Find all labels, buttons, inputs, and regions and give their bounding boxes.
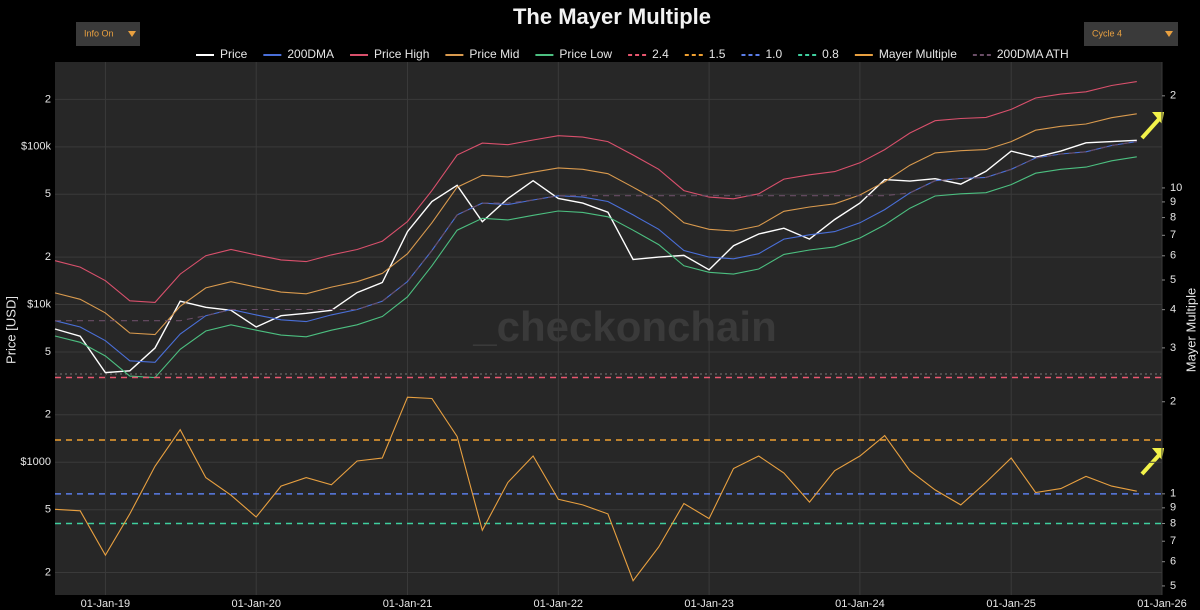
y2-tick-label: 5 [1170,274,1176,286]
legend-label: 200DMA ATH [997,47,1069,61]
legend-label: 200DMA [287,47,334,61]
x-tick-label: 01-Jan-23 [684,598,734,610]
x-tick-label: 01-Jan-21 [383,598,433,610]
legend-item: Price [196,47,248,61]
legend-label: Price Mid [469,47,519,61]
legend-label: Price Low [559,47,612,61]
y2-tick-label: 2 [1170,396,1176,408]
grid [55,62,1163,595]
dropdown-box[interactable] [1084,22,1178,46]
series-line [55,141,1137,322]
x-tick-label: 01-Jan-22 [534,598,584,610]
y-tick-label: 5 [45,504,51,516]
series-line [54,396,1137,582]
legend-item: 1.5 [684,47,726,61]
legend-label: 0.8 [822,47,839,61]
plot-area [55,62,1162,595]
x-tick-label: 01-Jan-19 [81,598,131,610]
legend-item: Price High [350,47,429,61]
x-tick-label: 01-Jan-26 [1137,598,1187,610]
arrow-shaft [1140,116,1162,140]
y2-tick-label: 1 [1170,488,1176,500]
y2-tick-label: 7 [1170,535,1176,547]
arrow-head [1152,112,1164,124]
y2-tick-label: 10 [1170,182,1182,194]
chart-title: The Mayer Multiple [513,4,711,29]
y-tick-label: 2 [45,566,51,578]
series-line [54,139,1137,374]
dropdown-arrow[interactable] [128,31,136,37]
legend-item: 0.8 [798,47,839,61]
arrow-shaft [1140,452,1162,476]
dropdown-label[interactable]: Info On [84,28,114,38]
legend-label: Mayer Multiple [879,47,957,61]
y2-tick-label: 6 [1170,250,1176,262]
y2-tick-label: 8 [1170,211,1176,223]
y2-tick-label: 6 [1170,556,1176,568]
legend-item: 2.4 [628,47,669,61]
y2-tick-label: 4 [1170,304,1176,316]
y-tick-label: $1000 [20,456,51,468]
dropdown-arrow[interactable] [1165,31,1173,37]
y-tick-label: 2 [45,409,51,421]
y-axis-title: Price [USD] [3,296,18,364]
legend-item: 200DMA ATH [972,47,1069,61]
arrow-head [1152,448,1164,460]
dropdown-label[interactable]: Cycle 4 [1092,28,1122,38]
series-line [54,81,1137,303]
x-tick-label: 01-Jan-20 [231,598,281,610]
legend-label: 1.0 [765,47,782,61]
y2-tick-label: 2 [1170,90,1176,102]
y2-tick-label: 9 [1170,196,1176,208]
legend-item: Mayer Multiple [854,47,957,61]
y2-tick-label: 3 [1170,342,1176,354]
legend-item: 200DMA [263,47,334,61]
legend-label: Price [220,47,248,61]
legend-label: 2.4 [652,47,669,61]
y2-tick-label: 7 [1170,229,1176,241]
cycle-dropdown[interactable]: Cycle 4 [1084,22,1178,46]
y-tick-label: 2 [45,93,51,105]
info-dropdown[interactable]: Info On [76,22,140,46]
series-line [54,113,1137,336]
legend-label: 1.5 [709,47,726,61]
legend-item: Price Low [535,47,612,61]
y2-tick-label: 5 [1170,580,1176,592]
dropdown-box[interactable] [76,22,140,46]
watermark: _checkonchain [472,303,776,350]
series-line [54,156,1137,379]
y-tick-label: $100k [21,141,51,153]
x-tick-label: 01-Jan-24 [835,598,885,610]
annotation-arrows [1140,112,1164,476]
legend-label: Price High [374,47,429,61]
y2-tick-label: 9 [1170,502,1176,514]
legend-item: Price Mid [445,47,519,61]
x-tick-label: 01-Jan-25 [986,598,1036,610]
legend-item: 1.0 [741,47,782,61]
y-tick-label: 2 [45,251,51,263]
y2-tick-label: 8 [1170,517,1176,529]
y-tick-label: 5 [45,188,51,200]
y2-axis-title: Mayer Multiple [1183,288,1198,373]
y-tick-label: $10k [27,298,51,310]
y-tick-label: 5 [45,346,51,358]
